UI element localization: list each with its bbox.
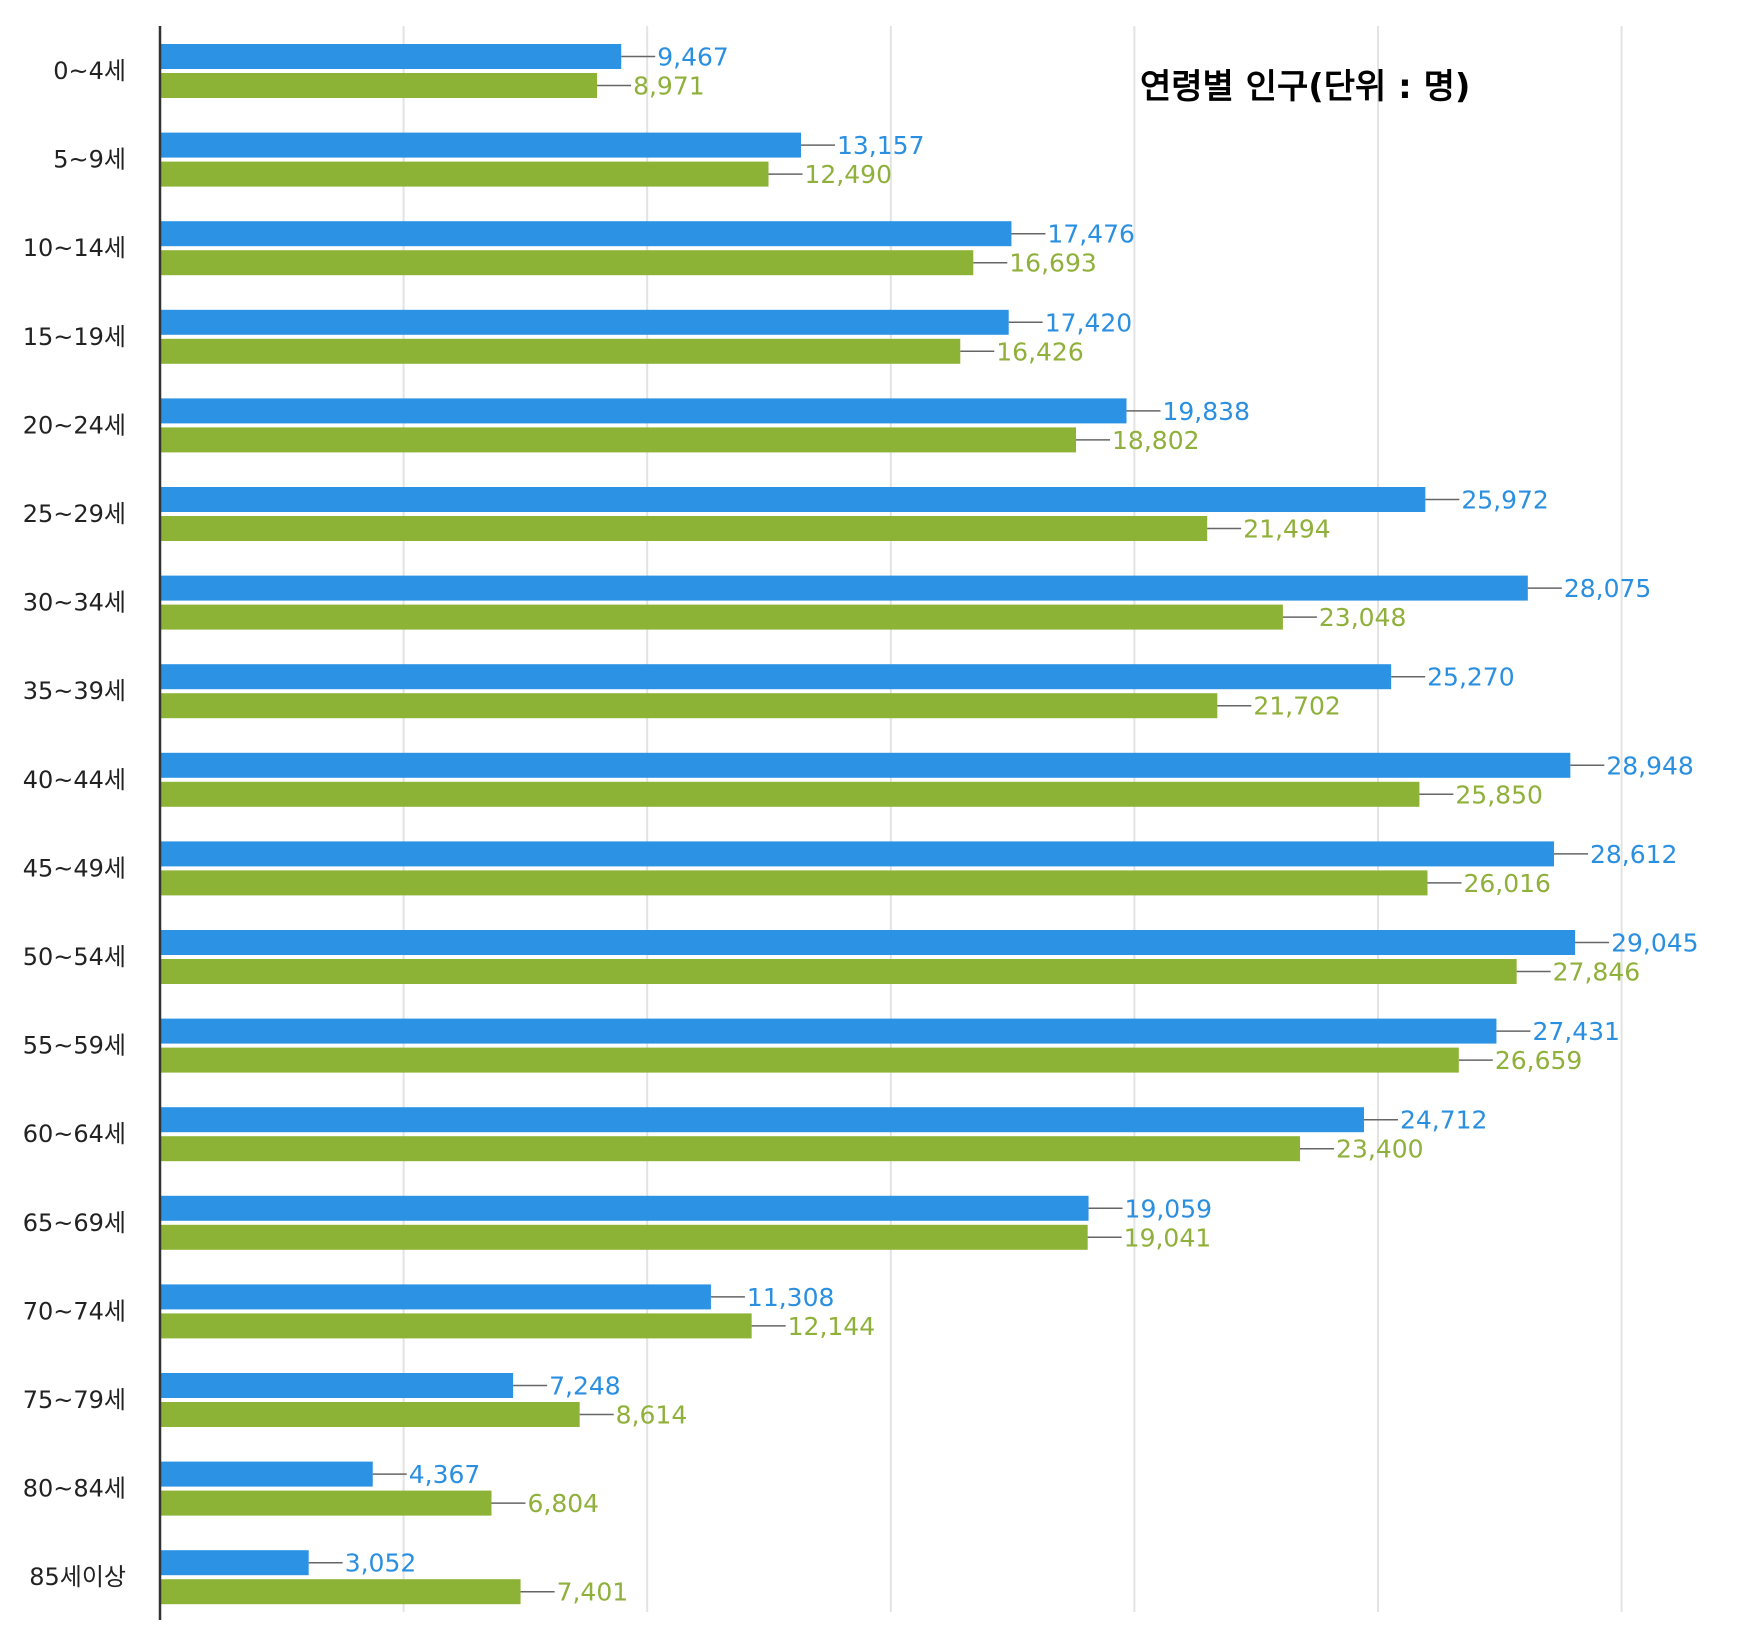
category-label-1: 5~9세 <box>53 146 126 174</box>
value-label-series-1-0: 9,467 <box>657 43 729 72</box>
bar-series-2-10 <box>160 959 1517 984</box>
value-label-series-2-7: 21,702 <box>1253 692 1340 721</box>
value-label-series-1-14: 11,308 <box>747 1283 834 1312</box>
category-label-9: 45~49세 <box>23 854 126 882</box>
bar-series-1-3 <box>160 309 1009 335</box>
category-label-16: 80~84세 <box>23 1475 126 1503</box>
gridlines <box>402 26 1623 1612</box>
value-label-series-2-16: 6,804 <box>527 1489 599 1518</box>
bar-series-1-11 <box>160 1018 1497 1044</box>
category-label-6: 30~34세 <box>23 589 126 617</box>
value-label-series-1-5: 25,972 <box>1461 486 1548 515</box>
value-label-series-1-1: 13,157 <box>837 131 924 160</box>
value-label-series-2-9: 26,016 <box>1463 869 1550 898</box>
category-label-17: 85세이상 <box>29 1563 126 1591</box>
bar-series-1-15 <box>160 1373 514 1398</box>
bar-series-1-12 <box>160 1107 1364 1133</box>
bar-series-2-2 <box>160 250 974 276</box>
bar-series-1-13 <box>160 1195 1089 1221</box>
value-label-series-1-17: 3,052 <box>345 1549 417 1578</box>
category-label-4: 20~24세 <box>23 411 126 439</box>
value-label-series-1-15: 7,248 <box>549 1372 621 1401</box>
category-label-7: 35~39세 <box>23 677 126 705</box>
value-label-series-1-12: 24,712 <box>1400 1106 1487 1135</box>
category-label-3: 15~19세 <box>23 323 126 351</box>
value-label-series-1-3: 17,420 <box>1045 308 1132 337</box>
leader-lines <box>308 55 1610 1593</box>
bar-series-1-16 <box>160 1461 373 1487</box>
category-label-12: 60~64세 <box>23 1120 126 1148</box>
value-label-series-2-11: 26,659 <box>1495 1046 1582 1075</box>
value-label-series-2-10: 27,846 <box>1553 958 1640 987</box>
category-label-14: 70~74세 <box>23 1297 126 1325</box>
value-label-series-2-13: 19,041 <box>1124 1223 1211 1252</box>
value-label-series-1-6: 28,075 <box>1564 574 1651 603</box>
bar-series-1-6 <box>160 575 1528 601</box>
bar-series-2-12 <box>160 1136 1301 1162</box>
bar-series-1-1 <box>160 132 802 158</box>
category-label-13: 65~69세 <box>23 1209 126 1237</box>
bar-series-2-4 <box>160 427 1077 453</box>
value-label-series-2-14: 12,144 <box>788 1312 875 1341</box>
value-label-series-1-16: 4,367 <box>409 1460 481 1489</box>
value-label-series-2-3: 16,426 <box>996 337 1083 366</box>
category-label-15: 75~79세 <box>23 1386 126 1414</box>
value-label-series-2-17: 7,401 <box>557 1578 629 1607</box>
bar-series-1-0 <box>160 44 622 69</box>
value-label-series-2-1: 12,490 <box>805 160 892 189</box>
bar-series-2-13 <box>160 1224 1088 1250</box>
category-label-11: 55~59세 <box>23 1032 126 1060</box>
value-label-series-2-6: 23,048 <box>1319 603 1406 632</box>
bar-series-2-9 <box>160 870 1428 896</box>
category-label-10: 50~54세 <box>23 943 126 971</box>
value-label-series-2-5: 21,494 <box>1243 515 1330 544</box>
value-label-series-1-13: 19,059 <box>1125 1194 1212 1223</box>
bar-series-1-2 <box>160 221 1012 247</box>
bar-series-1-14 <box>160 1284 711 1310</box>
value-label-series-1-11: 27,431 <box>1532 1017 1619 1046</box>
bar-series-2-14 <box>160 1313 752 1339</box>
category-tick-labels: 0~4세 5~9세 10~14세 15~19세 20~24세 25~29세 30~34세 35… <box>23 57 126 1591</box>
bar-series-2-16 <box>160 1490 492 1516</box>
category-label-8: 40~44세 <box>23 766 126 794</box>
value-label-series-2-8: 25,850 <box>1455 780 1542 809</box>
bars <box>160 44 1576 1605</box>
bar-series-1-5 <box>160 487 1426 512</box>
bar-series-2-11 <box>160 1047 1459 1073</box>
value-label-series-2-4: 18,802 <box>1112 426 1199 455</box>
bar-series-1-17 <box>160 1550 309 1576</box>
value-label-series-2-12: 23,400 <box>1336 1135 1423 1164</box>
value-label-series-2-2: 16,693 <box>1009 249 1096 278</box>
value-label-series-1-2: 17,476 <box>1047 220 1134 249</box>
value-label-series-1-7: 25,270 <box>1427 663 1514 692</box>
value-label-series-1-8: 28,948 <box>1606 751 1693 780</box>
category-label-5: 25~29세 <box>23 500 126 528</box>
category-label-0: 0~4세 <box>53 57 126 85</box>
bar-series-2-17 <box>160 1579 521 1605</box>
bar-series-1-4 <box>160 398 1127 424</box>
bar-series-2-1 <box>160 161 769 187</box>
bar-series-2-6 <box>160 604 1283 630</box>
bar-series-2-15 <box>160 1402 580 1427</box>
bar-series-2-0 <box>160 73 598 98</box>
value-label-series-1-10: 29,045 <box>1611 929 1698 958</box>
category-label-2: 10~14세 <box>23 234 126 262</box>
bar-series-2-8 <box>160 781 1420 807</box>
bar-series-2-7 <box>160 693 1218 719</box>
bar-series-2-5 <box>160 516 1208 541</box>
chart-title: 연령별 인구(단위 : 명) <box>1140 67 1470 107</box>
bar-series-1-9 <box>160 841 1554 867</box>
value-label-series-1-9: 28,612 <box>1590 840 1677 869</box>
bar-series-2-3 <box>160 338 961 364</box>
value-label-series-2-0: 8,971 <box>633 72 705 101</box>
bar-series-1-7 <box>160 664 1392 690</box>
value-label-series-1-4: 19,838 <box>1163 397 1250 426</box>
bar-series-1-8 <box>160 752 1571 778</box>
value-label-series-2-15: 8,614 <box>616 1401 688 1430</box>
bar-series-1-10 <box>160 930 1576 955</box>
